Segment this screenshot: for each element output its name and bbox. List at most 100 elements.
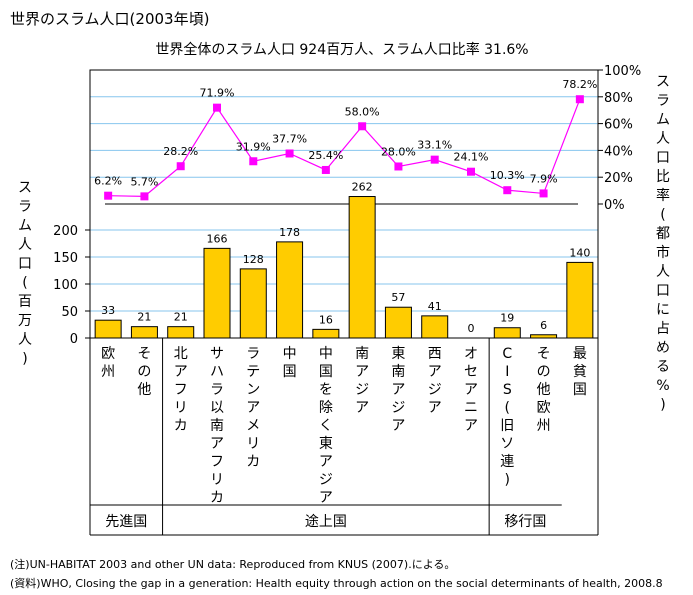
- category-label-char: ハ: [210, 364, 224, 380]
- category-label-char: そ: [137, 346, 151, 362]
- right-axis-tick-label: 60%: [604, 118, 633, 133]
- right-axis-tick-label: 80%: [604, 91, 633, 106]
- left-axis-tick-label: 50: [61, 305, 78, 320]
- axis-title-char: ム: [656, 112, 670, 128]
- axis-title-char: 人: [656, 264, 670, 280]
- category-groups: 先進国 途上国 移行国: [89, 338, 599, 536]
- group-label: 途上国: [305, 513, 347, 530]
- rate-data-label: 6.2%: [94, 175, 122, 188]
- category-label-char: ア: [319, 490, 333, 506]
- bar: [384, 306, 412, 339]
- category-label-char: テ: [246, 364, 260, 380]
- category-label-char: ジ: [391, 400, 405, 416]
- category-label-char: リ: [246, 436, 260, 452]
- category-label-char: 州: [537, 418, 551, 434]
- axis-title-char: め: [656, 340, 670, 356]
- category-label: C I S (旧ソ連): [500, 346, 514, 488]
- category-label: 欧州: [101, 346, 115, 380]
- bar: [203, 247, 231, 339]
- bar: [94, 319, 122, 339]
- category-label-char: ア: [246, 400, 260, 416]
- right-axis-tick-label: 20%: [604, 171, 633, 186]
- category-label-char: ア: [428, 400, 442, 416]
- category-label-char: 旧: [500, 418, 514, 434]
- rate-data-label: 37.7%: [272, 132, 307, 145]
- category-label-char: 北: [174, 346, 188, 362]
- axis-title-char: ス: [18, 180, 32, 196]
- category-label-char: ): [505, 472, 510, 488]
- category-label-char: 国: [319, 364, 333, 380]
- category-label-char: I: [505, 364, 509, 380]
- right-axis-tick-label: 40%: [604, 144, 633, 159]
- bar-data-label: 6: [540, 319, 547, 332]
- rate-point: [285, 149, 294, 158]
- axis-title-char: 口: [656, 283, 670, 299]
- bar-data-label: 178: [279, 226, 300, 239]
- category-label-char: ア: [464, 418, 478, 434]
- bar: [421, 315, 449, 339]
- category-label: その他欧州: [537, 346, 551, 434]
- category-label-char: サ: [210, 346, 224, 362]
- category-label-char: ア: [174, 364, 188, 380]
- rate-data-label: 10.3%: [490, 169, 525, 182]
- category-label-char: 東: [319, 436, 333, 452]
- axis-title-char: 率: [656, 187, 670, 204]
- rate-data-label: 28.0%: [381, 145, 416, 158]
- category-label-char: の: [537, 364, 551, 380]
- category-label-char: そ: [537, 346, 551, 362]
- category-label-char: C: [502, 346, 512, 362]
- right-axis-title: スラム人口比率(都市人口に占める%): [656, 74, 670, 413]
- rate-point: [213, 103, 221, 112]
- category-label-char: 以: [210, 400, 224, 416]
- rate-data-label: 28.2%: [163, 145, 198, 158]
- category-label-char: 州: [101, 364, 115, 380]
- category-label-char: 南: [355, 346, 369, 362]
- bar-data-label: 21: [137, 311, 151, 324]
- rate-data-label: 58.0%: [345, 105, 380, 118]
- category-label-char: 南: [391, 364, 405, 380]
- axis-title-char: 比: [656, 169, 670, 185]
- category-label-char: ジ: [428, 382, 442, 398]
- category-label: サハラ以南アフリカ: [210, 346, 224, 506]
- axis-title-char: 人: [18, 332, 32, 348]
- bar: [348, 196, 376, 339]
- axis-title-char: に: [656, 302, 670, 318]
- category-label-char: ラ: [210, 382, 224, 398]
- rate-data-label: 7.9%: [530, 172, 558, 185]
- category-label-char: ア: [355, 400, 369, 416]
- axis-title-char: 都: [656, 226, 670, 242]
- bar-data-label: 16: [319, 313, 333, 326]
- axis-title-char: 市: [656, 244, 670, 261]
- footnote-note: (注)UN-HABITAT 2003 and other UN data: Re…: [10, 558, 456, 571]
- axis-title-char: 万: [18, 313, 32, 329]
- chart-title: 世界全体のスラム人口 924百万人、スラム人口比率 31.6%: [155, 41, 528, 58]
- category-label-char: 欧: [537, 400, 551, 416]
- category-label-char: メ: [246, 418, 260, 434]
- axis-title-char: ス: [656, 74, 670, 90]
- category-label: 南アジア: [355, 346, 369, 416]
- page-title: 世界のスラム人口(2003年頃): [10, 10, 210, 28]
- category-label-char: カ: [246, 454, 260, 470]
- rate-data-label: 31.9%: [236, 140, 271, 153]
- left-axis-tick-label: 200: [53, 224, 78, 239]
- axes: 0501001502000%20%40%60%80%100%スラム人口(百万人)…: [18, 64, 670, 413]
- rate-data-label: 24.1%: [454, 151, 489, 164]
- category-label-char: ジ: [355, 382, 369, 398]
- category-label-char: 連: [500, 454, 514, 470]
- rate-point: [104, 191, 113, 200]
- axis-title-char: %: [656, 378, 669, 394]
- bar-data-label: 0: [468, 322, 475, 335]
- category-label-char: ア: [319, 454, 333, 470]
- category-label: ラテンアメリカ: [246, 346, 260, 470]
- category-label-char: の: [137, 364, 151, 380]
- category-label: 中国: [283, 346, 297, 380]
- category-label-char: 国: [283, 364, 297, 380]
- bar-data-label: 41: [428, 300, 442, 313]
- bar: [493, 327, 521, 339]
- axis-title-char: 百: [18, 294, 32, 310]
- category-label-char: 西: [428, 346, 442, 362]
- category-label: 北アフリカ: [174, 346, 188, 434]
- rate-point: [176, 162, 185, 171]
- category-label: その他: [137, 346, 151, 398]
- left-axis-tick-label: 150: [53, 251, 78, 266]
